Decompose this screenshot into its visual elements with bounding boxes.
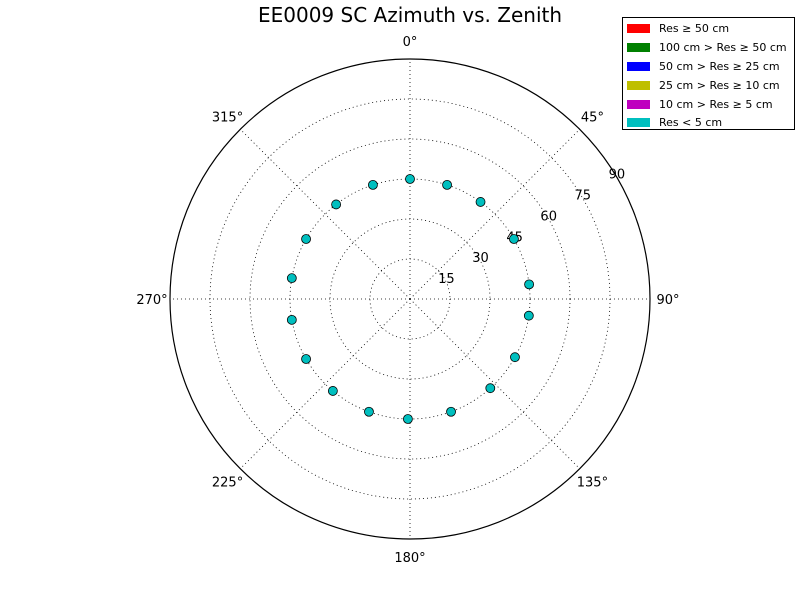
azimuth-tick-label: 180° (394, 551, 425, 566)
azimuth-tick-label: 315° (212, 111, 243, 126)
legend-swatch (627, 42, 650, 52)
legend-label: 10 cm > Res ≥ 5 cm (659, 97, 773, 111)
chart-title: EE0009 SC Azimuth vs. Zenith (258, 3, 562, 27)
legend-item: 25 cm > Res ≥ 10 cm (627, 78, 780, 92)
data-point (368, 179, 378, 190)
legend: Res ≥ 50 cm 100 cm > Res ≥ 50 cm 50 cm > R… (622, 17, 795, 130)
legend-swatch (627, 23, 650, 33)
radial-tick-labels: 153045607590 (438, 168, 625, 287)
legend-label: Res ≥ 50 cm (659, 21, 730, 35)
azimuth-gridline (409, 129, 580, 300)
data-point (485, 383, 496, 394)
outer-circle (169, 58, 651, 540)
azimuth-tick-label: 0° (403, 35, 418, 50)
data-point (523, 310, 534, 321)
data-point (301, 354, 311, 364)
data-point (286, 314, 297, 325)
data-point (331, 199, 342, 210)
data-point (524, 279, 535, 290)
azimuth-tick-label: 45° (581, 111, 604, 126)
legend-label: Res < 5 cm (659, 115, 723, 129)
radial-tick-label: 90 (609, 168, 626, 183)
legend-item: Res < 5 cm (627, 115, 723, 129)
legend-item: 100 cm > Res ≥ 50 cm (627, 40, 787, 54)
legend-swatch (627, 61, 650, 71)
data-point (509, 234, 519, 244)
data-point (446, 406, 456, 417)
radial-tick-label: 75 (575, 189, 592, 204)
azimuth-tick-label: 90° (656, 293, 679, 308)
data-point (403, 414, 413, 424)
azimuth-tick-labels: 0° 45° 90° 135° 180° 225° 270° 315° (136, 35, 679, 566)
azimuth-tick-label: 270° (136, 293, 167, 308)
legend-swatch (627, 117, 650, 127)
data-point (286, 273, 297, 284)
polar-grid (169, 58, 651, 540)
azimuth-gridline (409, 298, 580, 469)
data-point (405, 174, 415, 184)
data-point (475, 197, 486, 207)
data-point (442, 179, 452, 190)
azimuth-gridline (240, 298, 411, 469)
data-point (364, 406, 374, 417)
data-point (510, 352, 520, 363)
radial-tick-label: 60 (540, 209, 557, 224)
legend-swatch (627, 99, 650, 109)
legend-label: 50 cm > Res ≥ 25 cm (659, 59, 780, 73)
legend-item: 10 cm > Res ≥ 5 cm (627, 97, 773, 111)
radial-tick-label: 15 (438, 272, 455, 287)
legend-label: 25 cm > Res ≥ 10 cm (659, 78, 780, 92)
azimuth-tick-label: 225° (212, 475, 243, 490)
azimuth-tick-label: 135° (577, 475, 608, 490)
data-points (286, 174, 535, 424)
legend-item: Res ≥ 50 cm (627, 21, 730, 35)
azimuth-gridline (240, 129, 411, 300)
radial-tick-label: 30 (472, 251, 489, 266)
legend-swatch (627, 80, 650, 90)
legend-label: 100 cm > Res ≥ 50 cm (659, 40, 787, 54)
data-point (301, 234, 311, 244)
data-point (327, 386, 338, 396)
legend-item: 50 cm > Res ≥ 25 cm (627, 59, 780, 73)
